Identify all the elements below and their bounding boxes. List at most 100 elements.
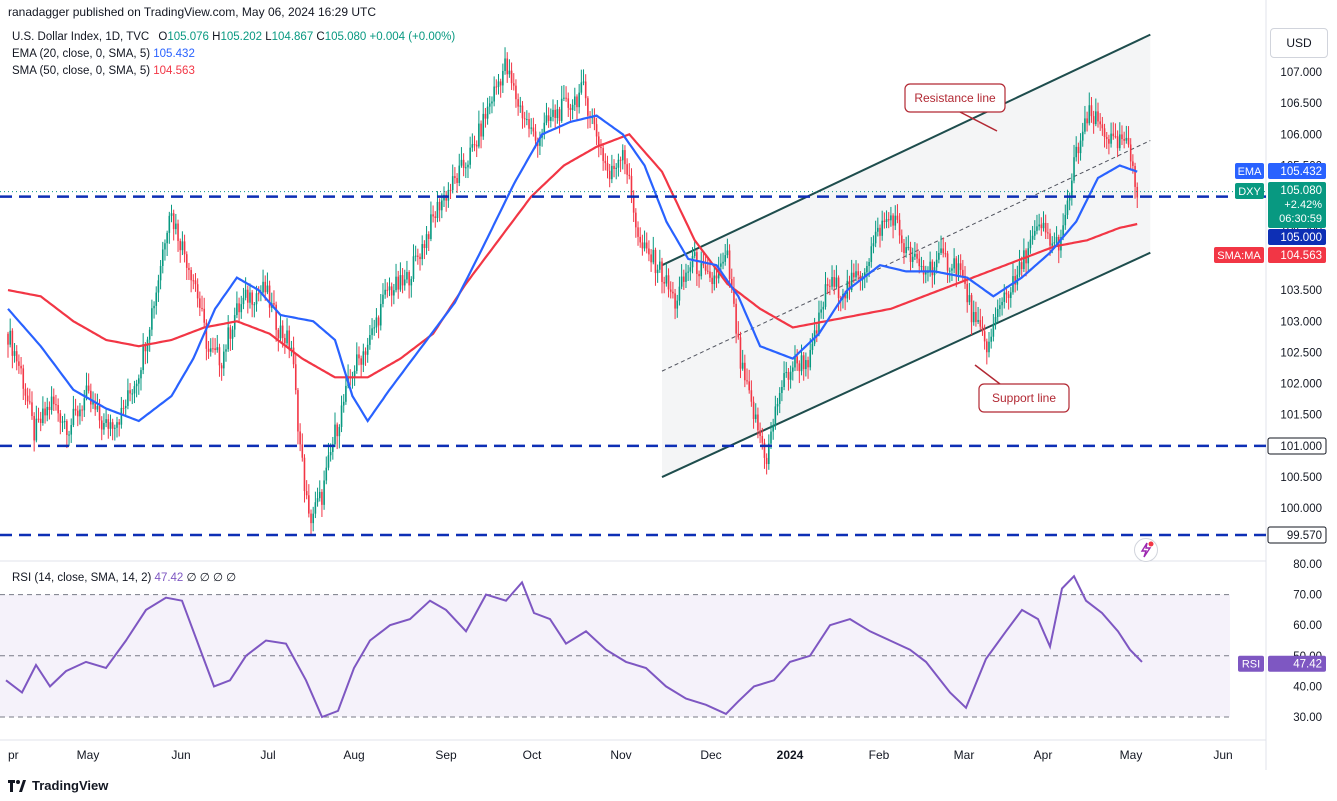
candle-body <box>877 227 879 232</box>
candle-body <box>201 307 203 309</box>
candle-body <box>170 213 173 216</box>
candle-body <box>696 252 698 274</box>
price-axis-label: 104.563 SMA:MA <box>1214 247 1326 263</box>
candle-body <box>765 457 768 465</box>
candle-body <box>417 255 419 257</box>
candle-body <box>990 336 992 342</box>
candle-body <box>826 284 829 286</box>
candle-body <box>567 98 570 108</box>
time-tick-label: Oct <box>523 748 542 762</box>
candle-body <box>844 293 846 299</box>
candle-body <box>1010 292 1012 299</box>
candle-body <box>848 280 851 290</box>
candle-body <box>399 275 402 290</box>
candle-body <box>419 256 421 260</box>
candle-body <box>711 277 713 285</box>
price-label-value: 104.563 <box>1280 250 1322 262</box>
legend-main[interactable]: U.S. Dollar Index, 1D, TVC O105.076 H105… <box>12 31 455 43</box>
candle-body <box>1132 161 1134 166</box>
candle-body <box>547 115 550 121</box>
candle-body <box>611 165 613 180</box>
candle-body <box>883 220 886 222</box>
candle-body <box>637 227 639 237</box>
candle-body <box>495 86 498 88</box>
candle-body <box>571 104 574 110</box>
candle-body <box>901 235 903 244</box>
price-label-tag: SMA:MA <box>1217 250 1261 262</box>
legend-rsi[interactable]: RSI (14, close, SMA, 14, 2) 47.42 ∅ ∅ ∅ … <box>12 570 236 584</box>
candle-body <box>521 105 524 119</box>
candle-body <box>1136 186 1139 198</box>
candle-body <box>107 419 110 429</box>
candle-body <box>645 242 648 249</box>
candle-body <box>18 361 20 366</box>
price-label-change: +2.42% <box>1284 199 1322 211</box>
candle-body <box>1097 111 1099 122</box>
candle-body <box>975 312 977 322</box>
candle-body <box>329 451 332 456</box>
candle-body <box>850 272 853 290</box>
candle-body <box>1086 118 1088 124</box>
price-label-value: 99.570 <box>1287 530 1322 542</box>
time-tick-label: Feb <box>869 748 890 762</box>
candle-body <box>456 178 458 183</box>
candle-body <box>13 351 16 356</box>
candle-body <box>454 176 456 179</box>
candle-body <box>837 277 840 299</box>
support-callout-pointer <box>974 364 1001 385</box>
candle-body <box>1031 235 1034 240</box>
candle-body <box>713 275 716 285</box>
candle-body <box>334 424 336 445</box>
candle-body <box>626 164 628 175</box>
candles <box>7 47 1139 535</box>
legend-sma[interactable]: SMA (50, close, 0, SMA, 5) 104.563 <box>12 65 195 77</box>
footer-brand[interactable]: TradingView <box>8 778 108 793</box>
candle-body <box>207 348 210 352</box>
candle-body <box>1007 294 1010 299</box>
candle-body <box>1020 262 1023 269</box>
candle-body <box>94 401 96 410</box>
candle-body <box>935 259 938 268</box>
candle-body <box>401 275 404 286</box>
lightning-icon[interactable] <box>1134 538 1158 562</box>
candle-body <box>157 280 160 293</box>
candle-body <box>460 159 463 166</box>
candle-body <box>1053 242 1056 244</box>
candle-body <box>1044 222 1047 233</box>
candle-body <box>792 367 794 372</box>
candle-body <box>11 330 14 356</box>
candle-body <box>512 83 515 86</box>
candle-body <box>488 103 491 107</box>
candle-body <box>356 354 358 371</box>
candle-body <box>724 255 727 262</box>
candle-body <box>979 319 982 327</box>
candle-body <box>159 265 162 281</box>
candle-body <box>238 303 240 313</box>
candle-body <box>776 403 779 407</box>
candle-body <box>898 219 901 236</box>
candle-body <box>942 248 945 254</box>
candle-body <box>22 368 25 389</box>
candle-body <box>294 364 297 391</box>
legend-close: C105.080 <box>316 31 367 43</box>
candle-body <box>342 401 345 406</box>
candle-body <box>471 144 474 148</box>
candle-body <box>164 243 166 250</box>
candle-body <box>214 348 216 351</box>
candle-body <box>1042 222 1045 229</box>
candle-body <box>1125 137 1128 141</box>
candle-body <box>122 407 125 409</box>
currency-button[interactable]: USD <box>1270 28 1328 58</box>
legend-ema[interactable]: EMA (20, close, 0, SMA, 5) 105.432 <box>12 48 195 60</box>
candle-body <box>109 422 112 429</box>
candle-body <box>408 272 410 286</box>
price-label-tag: EMA <box>1238 166 1263 178</box>
resistance-callout-pointer <box>959 111 998 132</box>
candle-body <box>519 105 522 107</box>
candle-body <box>691 256 694 268</box>
candle-body <box>414 255 417 257</box>
candle-body <box>600 146 602 149</box>
candle-body <box>37 418 40 420</box>
price-axis-label: 105.432 EMA <box>1235 163 1326 179</box>
